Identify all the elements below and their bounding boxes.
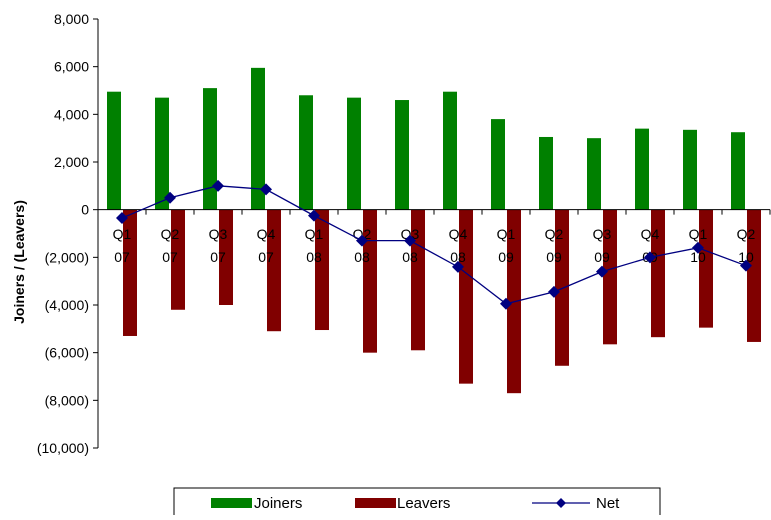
x-tick-label-quarter: Q3 — [209, 226, 228, 242]
leavers-bar — [555, 209, 569, 366]
net-point — [356, 234, 368, 247]
net-point — [644, 251, 656, 264]
x-tick-label-quarter: Q1 — [497, 226, 516, 242]
net-series-line — [121, 185, 747, 305]
joiners-bar — [635, 128, 649, 210]
x-tick-label-year: 09 — [498, 249, 514, 265]
x-tick-label-quarter: Q1 — [113, 226, 132, 242]
bars — [107, 67, 761, 394]
leavers-bar — [699, 209, 713, 328]
leavers-bar — [267, 209, 281, 332]
x-tick-label-quarter: Q4 — [257, 226, 276, 242]
x-tick-label-year: 08 — [306, 249, 322, 265]
x-axis: Q1 07 Q2 07 Q3 07 Q4 07 Q1 08 Q2 08 Q3 08 Q4 08 Q1 09 Q2 09… — [97, 209, 771, 265]
net-point — [308, 209, 320, 222]
x-tick-label-year: 10 — [690, 249, 706, 265]
leavers-bar — [315, 209, 329, 331]
x-tick-label-year: 07 — [258, 249, 274, 265]
leavers-bar — [411, 209, 425, 351]
net-point — [740, 259, 752, 272]
net-point — [116, 212, 128, 225]
net-point — [164, 191, 176, 204]
y-tick-label: 4,000 — [54, 106, 89, 122]
x-tick-label-year: 08 — [402, 249, 418, 265]
leavers-bar — [459, 209, 473, 384]
y-tick-label: (10,000) — [37, 440, 89, 456]
x-tick-label-quarter: Q2 — [545, 226, 564, 242]
x-tick-label-year: 07 — [114, 249, 130, 265]
y-axis-label: Joiners / (Leavers) — [11, 200, 27, 324]
leavers-bar — [603, 209, 617, 345]
joiners-bar — [347, 97, 361, 210]
leavers-bar — [651, 209, 665, 338]
y-tick-label: (6,000) — [45, 345, 89, 361]
y-tick-label: (8,000) — [45, 392, 89, 408]
joiners-bar — [443, 91, 457, 210]
net-point — [596, 265, 608, 278]
leavers-bar — [123, 209, 137, 336]
x-tick-label-year: 08 — [450, 249, 466, 265]
joiners-bar — [731, 132, 745, 210]
x-tick-label-year: 07 — [210, 249, 226, 265]
joiners-legend-label: Joiners — [254, 495, 302, 512]
joiners-bar — [203, 88, 217, 210]
leavers-bar — [171, 209, 185, 310]
net-point — [692, 241, 704, 254]
x-tick-label-quarter: Q2 — [737, 226, 756, 242]
y-tick-label: 6,000 — [54, 59, 89, 75]
joiners-bar — [395, 100, 409, 210]
x-tick-label-quarter: Q2 — [161, 226, 180, 242]
x-tick-label-quarter: Q3 — [593, 226, 612, 242]
y-tick-label: 0 — [81, 202, 89, 218]
y-axis: 8,000 6,000 4,000 2,000 0 (2,000) (4,000) (6,00… — [37, 11, 99, 456]
leavers-bar — [219, 209, 233, 305]
x-tick-label-year: 08 — [354, 249, 370, 265]
leavers-legend-swatch — [355, 498, 396, 508]
joiners-bar — [107, 91, 121, 210]
net-legend-marker — [556, 498, 566, 508]
net-point — [260, 183, 272, 196]
x-tick-label-quarter: Q3 — [401, 226, 420, 242]
x-tick-label-year: 07 — [162, 249, 178, 265]
joiners-bar — [299, 95, 313, 210]
joiners-bar — [251, 67, 265, 210]
y-tick-label: 8,000 — [54, 11, 89, 27]
x-tick-label-year: 09 — [594, 249, 610, 265]
y-tick-label: (2,000) — [45, 249, 89, 265]
x-tick-label-quarter: Q1 — [305, 226, 324, 242]
joiners-bar — [587, 138, 601, 210]
net-point — [212, 179, 224, 192]
x-tick-label-year: 09 — [546, 249, 562, 265]
leavers-bar — [363, 209, 377, 353]
net-point — [500, 297, 512, 310]
joiners-legend-swatch — [211, 498, 252, 508]
net-legend-label: Net — [596, 495, 620, 512]
x-tick-label-quarter: Q1 — [689, 226, 708, 242]
joiners-bar — [155, 97, 169, 210]
y-tick-label: 2,000 — [54, 154, 89, 170]
x-tick-label-quarter: Q4 — [449, 226, 468, 242]
net-line — [116, 179, 752, 310]
net-point — [548, 285, 560, 298]
joiners-bar — [683, 129, 697, 210]
y-tick-label: (4,000) — [45, 297, 89, 313]
x-tick-label-year: 10 — [738, 249, 754, 265]
net-point — [452, 260, 464, 273]
legend: Joiners Leavers Net — [173, 487, 661, 519]
x-tick-label-quarter: Q4 — [641, 226, 660, 242]
joiners-bar — [491, 119, 505, 210]
leavers-bar — [747, 209, 761, 342]
net-point — [404, 234, 416, 247]
joiners-bar — [539, 136, 553, 210]
leavers-legend-label: Leavers — [397, 495, 450, 512]
